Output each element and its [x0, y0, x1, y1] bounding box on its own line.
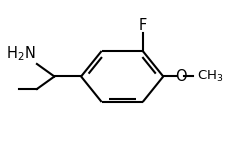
Text: F: F [138, 18, 146, 33]
Text: O: O [174, 69, 186, 84]
Text: CH$_3$: CH$_3$ [196, 69, 222, 84]
Text: H$_2$N: H$_2$N [6, 45, 36, 63]
